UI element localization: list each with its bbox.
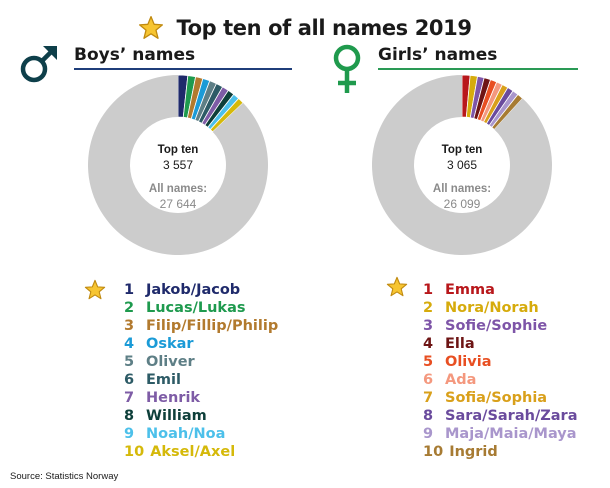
title-row: Top ten of all names 2019 [0,12,610,44]
boys-list-item: 1 Jakob/Jacob [124,281,278,299]
girls-list-item: 4 Ella [423,335,577,353]
girls-all-names-label: All names: [433,183,491,195]
star-icon [386,276,408,297]
rank-number: 1 [124,282,135,298]
rank-number: 10 [124,444,145,460]
boys-top-ten-label: Top ten [158,144,199,156]
girls-slice-all-other-names [372,75,552,255]
rank-number: 6 [423,372,434,388]
girls-header-underline [378,68,578,70]
rank-number: 8 [423,408,434,424]
rank-number: 7 [423,390,434,406]
rank-number: 9 [124,426,135,442]
source-note: Source: Statistics Norway [10,471,119,482]
rank-number: 9 [423,426,434,442]
name-label: Ingrid [449,444,498,460]
female-symbol-icon [333,44,361,93]
rank-number: 3 [423,318,434,334]
name-label: Nora/Norah [445,300,539,316]
name-label: Aksel/Axel [150,444,236,460]
boys-list-item: 3 Filip/Fillip/Philip [124,317,278,335]
girls-list-item: 2 Nora/Norah [423,299,577,317]
girls-list-item: 1 Emma [423,281,577,299]
name-label: Emma [445,282,495,298]
boys-list-item: 8 William [124,407,278,425]
name-label: Jakob/Jacob [146,282,241,298]
name-label: Sofia/Sophia [445,390,548,406]
name-label: Olivia [445,354,492,370]
name-label: Filip/Fillip/Philip [146,318,279,334]
name-label: Ella [445,336,475,352]
name-label: Henrik [146,390,201,406]
girls-donut-chart: Top ten 3 065 All names: 26 099 [372,75,552,255]
boys-list-item: 6 Emil [124,371,278,389]
name-label: Oliver [146,354,195,370]
rank-number: 10 [423,444,444,460]
boys-all-names-label: All names: [149,183,207,195]
boys-slice-all-other-names [88,75,268,255]
girls-all-names-value: 26 099 [444,197,481,211]
boys-donut-chart: Top ten 3 557 All names: 27 644 [88,75,268,255]
name-label: Ada [445,372,477,388]
rank-number: 3 [124,318,135,334]
name-label: Emil [146,372,181,388]
boys-list-item: 2 Lucas/Lukas [124,299,278,317]
boys-list-item: 7 Henrik [124,389,278,407]
girls-list-item: 6 Ada [423,371,577,389]
name-label: Oskar [146,336,194,352]
rank-number: 5 [124,354,135,370]
boys-header-underline [74,68,292,70]
girls-list-item: 3 Sofie/Sophie [423,317,577,335]
girls-section-header: Girls’ names [330,43,590,93]
rank-number: 8 [124,408,135,424]
girls-list-item: 9 Maja/Maia/Maya [423,425,577,443]
girls-list-item: 8 Sara/Sarah/Zara [423,407,577,425]
boys-list-item: 10 Aksel/Axel [124,443,278,461]
name-label: Maja/Maia/Maya [445,426,577,442]
boys-top-ten-value: 3 557 [163,158,193,172]
name-label: Noah/Noa [146,426,226,442]
boys-names-heading: Boys’ names [74,45,196,65]
boys-list-item: 9 Noah/Noa [124,425,278,443]
name-label: William [146,408,207,424]
boys-list-item: 4 Oskar [124,335,278,353]
rank-number: 1 [423,282,434,298]
name-label: Sofie/Sophie [445,318,548,334]
rank-number: 6 [124,372,135,388]
girls-list-item: 5 Olivia [423,353,577,371]
rank-number: 4 [423,336,434,352]
boys-list-item: 5 Oliver [124,353,278,371]
name-label: Lucas/Lukas [146,300,246,316]
boys-ranking-list: 1 Jakob/Jacob 2 Lucas/Lukas 3 Filip/Fillip/Ph… [124,281,278,461]
girls-top-ten-label: Top ten [442,144,483,156]
girls-ranking-list: 1 Emma 2 Nora/Norah 3 Sofie/Sophie 4 Ella 5 Olivi… [423,281,577,461]
girls-top-ten-value: 3 065 [447,158,477,172]
rank-number: 2 [124,300,135,316]
girls-list-item: 10 Ingrid [423,443,577,461]
rank-number: 2 [423,300,434,316]
rank-number: 5 [423,354,434,370]
girls-list-item: 7 Sofia/Sophia [423,389,577,407]
chart-title: Top ten of all names 2019 [176,16,472,40]
name-label: Sara/Sarah/Zara [445,408,578,424]
rank-number: 7 [124,390,135,406]
rank-number: 4 [124,336,135,352]
girls-names-heading: Girls’ names [378,45,498,65]
star-icon [139,15,164,39]
boys-all-names-value: 27 644 [160,197,197,211]
male-symbol-icon [20,46,57,83]
star-icon [84,279,106,300]
boys-section-header: Boys’ names [18,43,292,83]
